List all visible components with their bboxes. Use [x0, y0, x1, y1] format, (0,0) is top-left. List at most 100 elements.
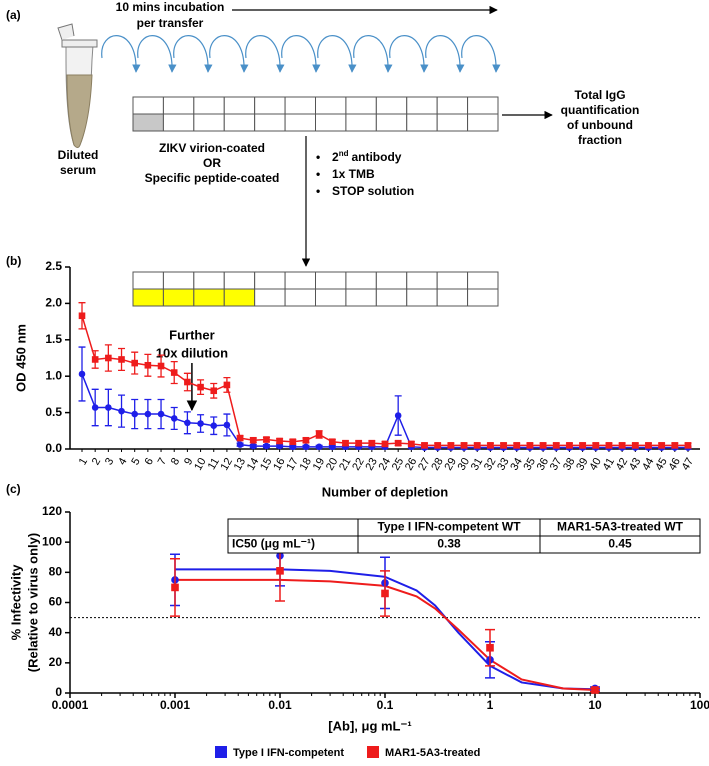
well [406, 271, 438, 290]
x-tick-label: 33 [495, 456, 512, 473]
output-text: quantification [561, 103, 640, 117]
well [436, 96, 469, 115]
incubation-text: 10 mins incubation [116, 0, 225, 14]
marker [302, 443, 310, 451]
x-tick-label: 0.01 [268, 698, 292, 712]
x-tick-label: 16 [271, 456, 288, 473]
well [436, 113, 469, 132]
marker [473, 442, 481, 449]
marker [539, 442, 547, 449]
well [406, 288, 438, 307]
x-tick-label: 22 [350, 456, 367, 473]
x-tick-label: 23 [363, 456, 380, 473]
table-cell: 0.38 [437, 537, 461, 551]
x-tick-label: 0.1 [377, 698, 394, 712]
transfer-arcs [101, 35, 501, 73]
marker [342, 439, 349, 447]
y-axis-title: (Relative to virus only) [25, 533, 40, 672]
well [467, 271, 499, 290]
marker [91, 404, 99, 411]
marker [78, 370, 86, 378]
marker [408, 440, 415, 448]
marker [566, 442, 573, 449]
marker [289, 443, 297, 451]
y-tick-label: 60 [49, 595, 63, 609]
x-tick-label: 18 [298, 456, 315, 473]
transfer-arc [245, 35, 285, 73]
x-tick-label: 37 [548, 456, 565, 473]
marker [223, 421, 231, 429]
transfer-arc [461, 35, 501, 73]
y-axis-title: OD 450 nm [13, 324, 28, 392]
marker [91, 356, 99, 363]
fit-curve [175, 568, 596, 691]
y-tick-label: 0 [55, 685, 62, 699]
bullet: • [316, 184, 320, 198]
well [467, 96, 499, 115]
marker [579, 442, 586, 449]
y-tick-label: 2.5 [45, 259, 62, 273]
well [467, 288, 499, 307]
y-tick-label: 2.0 [45, 296, 62, 310]
coating-text: OR [203, 156, 221, 170]
well [315, 96, 347, 115]
marker [170, 369, 178, 376]
marker [381, 589, 389, 598]
x-tick-label: 25 [390, 456, 407, 473]
x-tick-label: 36 [535, 456, 552, 473]
marker [197, 420, 204, 427]
marker [513, 442, 521, 449]
marker [210, 387, 218, 395]
well [467, 113, 499, 132]
marker [184, 419, 191, 427]
x-tick-label: 10 [588, 698, 602, 712]
marker [645, 442, 652, 449]
x-tick-label: 4 [116, 456, 129, 467]
marker [276, 442, 283, 450]
x-tick-label: 32 [482, 456, 499, 473]
marker [329, 443, 336, 451]
x-tick-label: 24 [377, 456, 394, 473]
x-tick-label: 100 [690, 698, 709, 712]
x-tick-label: 40 [587, 456, 604, 473]
x-tick-label: 38 [561, 456, 578, 473]
legend-label: Type I IFN-competent [233, 747, 344, 759]
panel-label: (a) [6, 8, 21, 22]
x-tick-label: 1 [77, 456, 90, 467]
marker [302, 436, 310, 444]
step-text: STOP solution [332, 184, 414, 198]
transfer-arc [425, 35, 465, 73]
well [436, 288, 469, 307]
well [162, 288, 195, 307]
marker [289, 438, 297, 446]
transfer-arc [173, 35, 213, 73]
marker [131, 410, 138, 418]
y-tick-label: 20 [49, 655, 63, 669]
marker [223, 381, 231, 389]
well [254, 271, 286, 290]
well [223, 288, 256, 307]
output-text: of unbound [567, 118, 633, 132]
x-tick-label: 11 [206, 456, 222, 472]
x-tick-label: 45 [653, 456, 670, 473]
x-tick-label: 9 [182, 456, 195, 467]
tube-label: serum [60, 163, 96, 177]
x-tick-label: 29 [442, 456, 459, 473]
x-tick-label: 7 [156, 456, 169, 467]
transfer-arc [281, 35, 321, 73]
marker [210, 422, 218, 430]
x-tick-label: 28 [429, 456, 446, 473]
marker [105, 404, 112, 411]
x-tick-label: 35 [522, 456, 539, 473]
y-tick-label: 40 [49, 625, 63, 639]
x-tick-label: 39 [574, 456, 591, 473]
well [345, 271, 377, 290]
x-tick-label: 12 [219, 456, 236, 473]
marker [368, 439, 376, 447]
bullet: • [316, 150, 320, 164]
marker [157, 410, 165, 418]
marker [276, 567, 284, 575]
well [345, 113, 377, 132]
well [436, 271, 469, 290]
